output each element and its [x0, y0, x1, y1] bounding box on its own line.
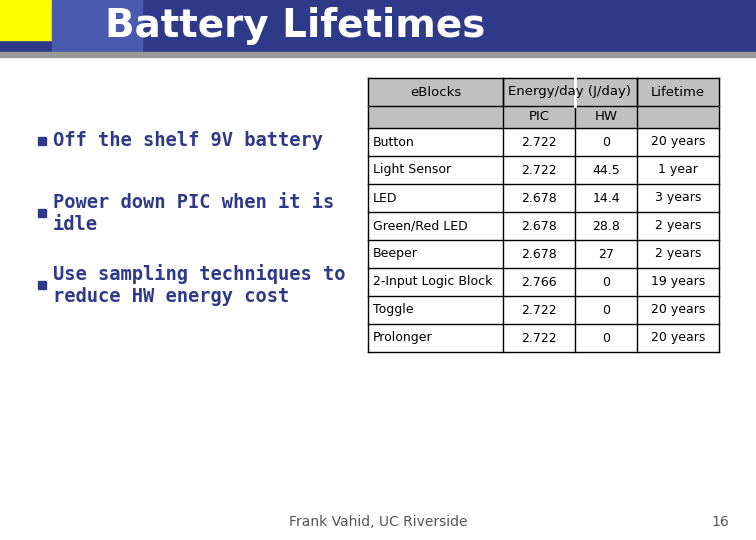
Bar [38, 137, 46, 145]
Text: 14.4: 14.4 [592, 192, 620, 205]
Text: 3 years: 3 years [655, 192, 701, 205]
Text: 27: 27 [598, 247, 614, 260]
Text: Frank Vahid, UC Riverside: Frank Vahid, UC Riverside [289, 515, 467, 529]
Text: Prolonger: Prolonger [373, 332, 432, 345]
Text: Green/Red LED: Green/Red LED [373, 219, 468, 233]
Text: 2.678: 2.678 [521, 219, 557, 233]
Text: 20 years: 20 years [651, 332, 705, 345]
Text: 16: 16 [711, 515, 729, 529]
Text: 2 years: 2 years [655, 219, 701, 233]
Text: 19 years: 19 years [651, 275, 705, 288]
Text: Use sampling techniques to
reduce HW energy cost: Use sampling techniques to reduce HW ene… [53, 264, 345, 306]
Text: 0: 0 [602, 332, 610, 345]
Text: HW: HW [594, 111, 618, 124]
Bar [0, 52, 756, 57]
Bar [0, 0, 756, 52]
Text: 2 years: 2 years [655, 247, 701, 260]
Bar [38, 209, 46, 217]
Text: Beeper: Beeper [373, 247, 418, 260]
Bar [0, 0, 52, 40]
Text: 2.722: 2.722 [521, 136, 557, 148]
Text: 2.678: 2.678 [521, 247, 557, 260]
Text: Battery Lifetimes: Battery Lifetimes [105, 7, 485, 45]
Text: 2.722: 2.722 [521, 164, 557, 177]
Text: Energy/day (J/day): Energy/day (J/day) [509, 85, 631, 98]
Bar [368, 106, 719, 128]
Text: 0: 0 [602, 136, 610, 148]
Bar [52, 0, 142, 52]
Text: 1 year: 1 year [658, 164, 698, 177]
Bar [368, 78, 719, 106]
Text: 2.678: 2.678 [521, 192, 557, 205]
Text: 2.722: 2.722 [521, 332, 557, 345]
Text: 2.766: 2.766 [521, 275, 557, 288]
Text: 0: 0 [602, 303, 610, 316]
Text: Button: Button [373, 136, 415, 148]
Text: 20 years: 20 years [651, 303, 705, 316]
Text: 2.722: 2.722 [521, 303, 557, 316]
Text: Light Sensor: Light Sensor [373, 164, 451, 177]
Text: Off the shelf 9V battery: Off the shelf 9V battery [53, 132, 323, 151]
Text: PIC: PIC [528, 111, 550, 124]
Text: 0: 0 [602, 275, 610, 288]
Text: LED: LED [373, 192, 398, 205]
Bar [38, 281, 46, 289]
Text: Lifetime: Lifetime [651, 85, 705, 98]
Text: 44.5: 44.5 [592, 164, 620, 177]
Text: 28.8: 28.8 [592, 219, 620, 233]
Text: eBlocks: eBlocks [410, 85, 461, 98]
Text: 20 years: 20 years [651, 136, 705, 148]
Text: 2-Input Logic Block: 2-Input Logic Block [373, 275, 492, 288]
Text: Power down PIC when it is
idle: Power down PIC when it is idle [53, 192, 334, 233]
Text: Toggle: Toggle [373, 303, 414, 316]
